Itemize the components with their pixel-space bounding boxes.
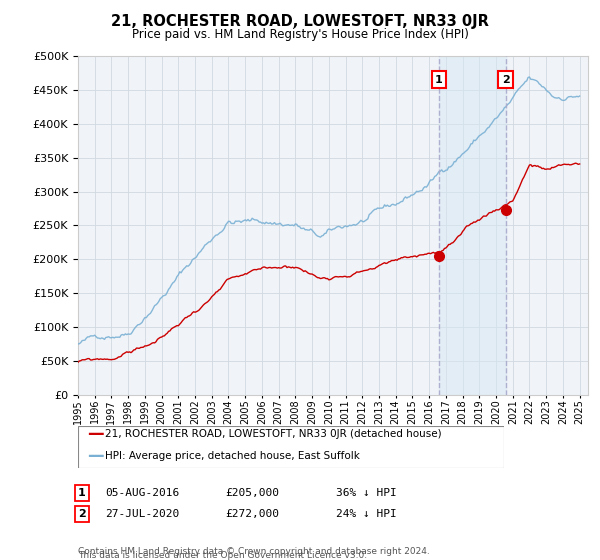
Text: £272,000: £272,000 (225, 509, 279, 519)
Text: —: — (87, 425, 104, 443)
Bar (439, 56, 506, 395)
Text: 2: 2 (78, 509, 86, 519)
Text: Contains HM Land Registry data © Crown copyright and database right 2024.: Contains HM Land Registry data © Crown c… (78, 547, 430, 556)
Text: 27-JUL-2020: 27-JUL-2020 (105, 509, 179, 519)
Text: 21, ROCHESTER ROAD, LOWESTOFT, NR33 0JR (detached house): 21, ROCHESTER ROAD, LOWESTOFT, NR33 0JR … (105, 429, 442, 439)
Text: —: — (87, 447, 104, 465)
Text: This data is licensed under the Open Government Licence v3.0.: This data is licensed under the Open Gov… (78, 551, 367, 560)
Text: 1: 1 (435, 74, 443, 85)
Text: Price paid vs. HM Land Registry's House Price Index (HPI): Price paid vs. HM Land Registry's House … (131, 28, 469, 41)
Text: 2: 2 (502, 74, 509, 85)
Text: 24% ↓ HPI: 24% ↓ HPI (336, 509, 397, 519)
Text: HPI: Average price, detached house, East Suffolk: HPI: Average price, detached house, East… (105, 451, 360, 461)
Text: 1: 1 (78, 488, 86, 498)
Text: 21, ROCHESTER ROAD, LOWESTOFT, NR33 0JR: 21, ROCHESTER ROAD, LOWESTOFT, NR33 0JR (111, 14, 489, 29)
Text: 36% ↓ HPI: 36% ↓ HPI (336, 488, 397, 498)
Text: £205,000: £205,000 (225, 488, 279, 498)
Text: 05-AUG-2016: 05-AUG-2016 (105, 488, 179, 498)
